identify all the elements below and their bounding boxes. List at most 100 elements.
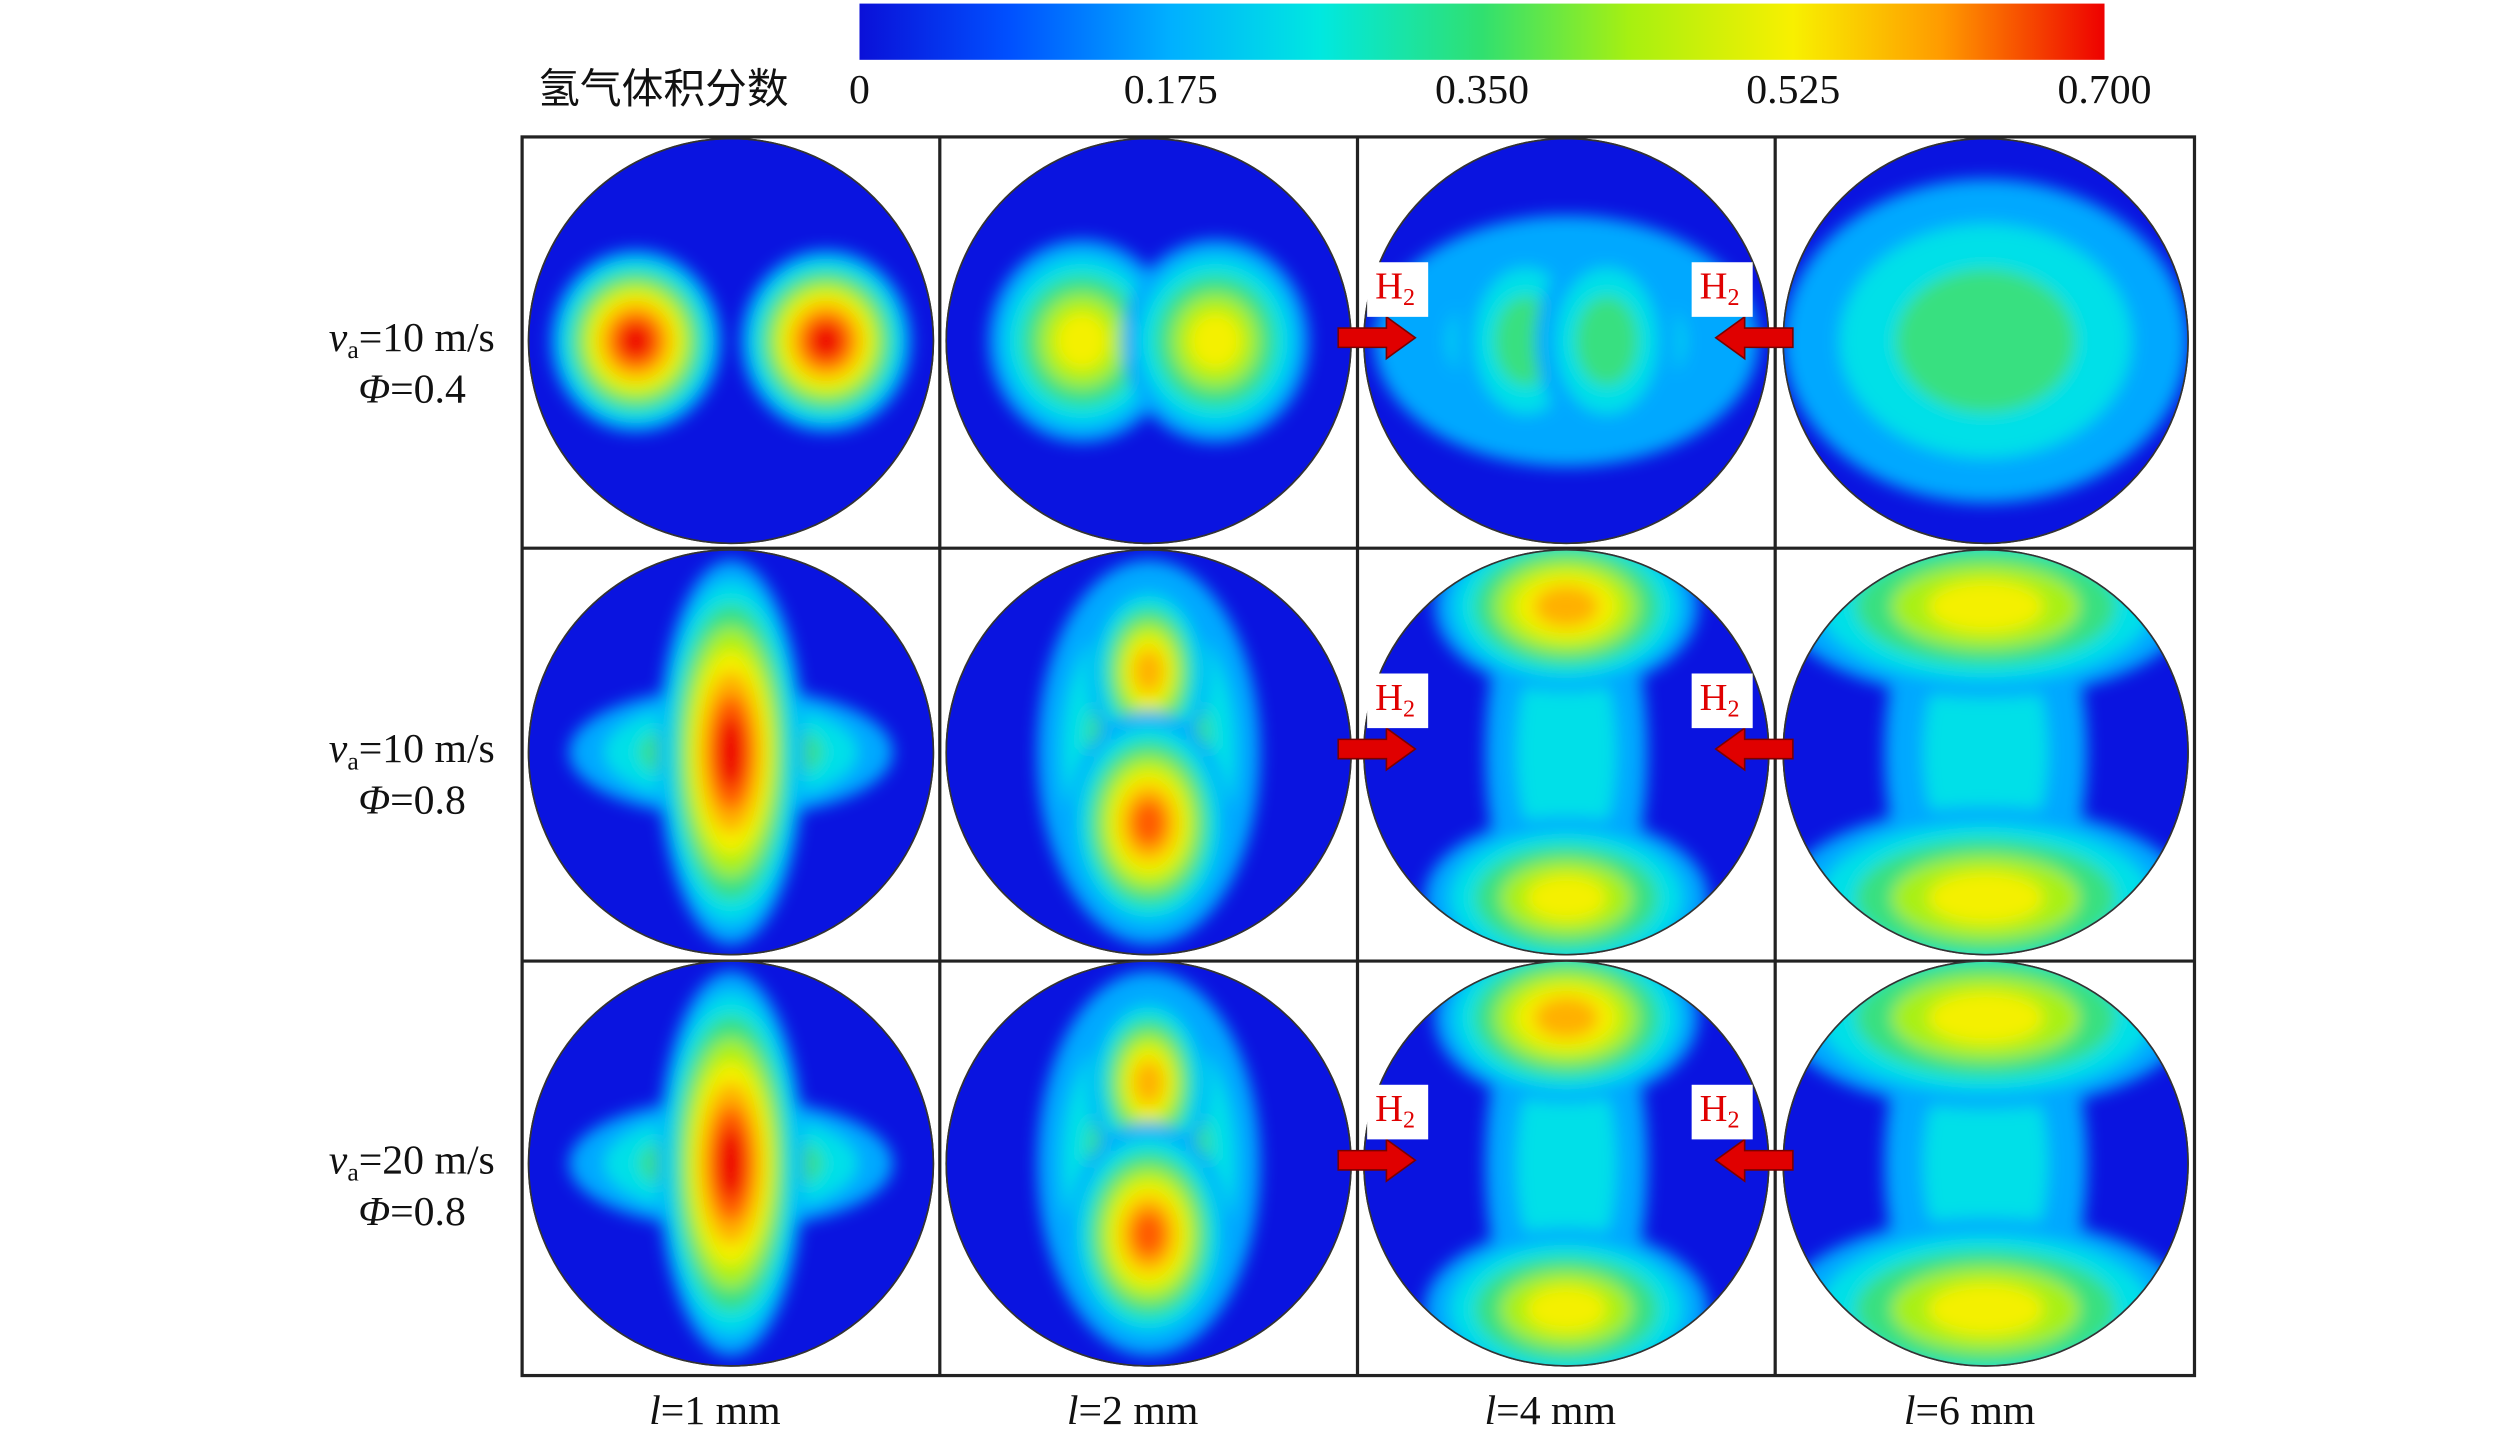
- contour-band: [1534, 585, 1599, 628]
- row-phi-symbol: Φ: [358, 366, 390, 412]
- row-speed: =10 m/s: [359, 315, 495, 361]
- contour-field: [988, 239, 1309, 443]
- row-phi: =0.8: [390, 777, 466, 823]
- contour-band: [1575, 295, 1639, 386]
- disc-outline: [527, 548, 935, 956]
- inlet-arrow: [1714, 726, 1794, 772]
- contour-band: [1055, 312, 1109, 370]
- inlet-label-box: [1691, 673, 1753, 729]
- colorbar-tick-label: 0.525: [1746, 67, 1840, 113]
- row-phi: =0.8: [390, 1188, 466, 1234]
- inlet-label: H2: [1375, 1088, 1415, 1133]
- row-label: Φ=0.8: [358, 777, 466, 823]
- inlet-arrow: [1714, 315, 1794, 361]
- row-sub: a: [347, 335, 359, 364]
- row-sub: a: [347, 746, 359, 775]
- inlet-arrow: [1337, 315, 1417, 361]
- contour-field: [550, 249, 912, 433]
- contour-band: [1131, 799, 1166, 847]
- row-var: v: [329, 315, 348, 361]
- colorbar-tick-label: 0.350: [1435, 67, 1529, 113]
- contour-band: [1927, 991, 2044, 1044]
- column-value: =6 mm: [1915, 1388, 2035, 1434]
- contour-band: [1133, 649, 1164, 694]
- grid-frame: [520, 135, 2197, 1378]
- column-var: l: [1067, 1388, 1079, 1434]
- inlet-label: H2: [1700, 1088, 1740, 1133]
- contour-band: [810, 324, 842, 358]
- colorbar-label: 氢气体积分数: [538, 67, 789, 113]
- row-label: va=10 m/s: [329, 726, 495, 776]
- colorbar-tick-label: 0.175: [1124, 67, 1218, 113]
- column-var: l: [1904, 1388, 1916, 1434]
- contour-band: [1927, 1283, 2044, 1336]
- row-label: va=10 m/s: [329, 315, 495, 365]
- contour-field: [1783, 549, 2189, 955]
- row-var: v: [329, 1137, 348, 1183]
- contour-field: [1037, 971, 1260, 1356]
- column-value: =1 mm: [661, 1388, 781, 1434]
- inlet-label: H2: [1700, 677, 1740, 722]
- contour-field: [1374, 215, 1759, 467]
- column-var: l: [1485, 1388, 1497, 1434]
- column-value: =2 mm: [1078, 1388, 1198, 1434]
- contour-field: [1424, 549, 1709, 955]
- row-var: v: [329, 726, 348, 772]
- inlet-subscript: 2: [1728, 696, 1740, 722]
- inlet-symbol: H: [1375, 677, 1403, 719]
- contour-band: [1525, 874, 1607, 922]
- contour-layers: [1037, 559, 1260, 945]
- contour-layers: [1783, 179, 2189, 503]
- column-value: =4 mm: [1496, 1388, 1616, 1434]
- contour-layers: [569, 559, 893, 945]
- colorbar-tick-label: 0.700: [2058, 67, 2152, 113]
- inlet-label-box: [1367, 262, 1429, 317]
- colorbar: [859, 3, 2105, 60]
- inlet-symbol: H: [1375, 265, 1403, 307]
- contour-layers: [550, 249, 912, 433]
- inlet-label-box: [1367, 1084, 1429, 1140]
- contour-layers: [1037, 971, 1260, 1356]
- colorbar-tick-label: 0: [849, 67, 870, 113]
- contour-band: [717, 1127, 745, 1200]
- inlet-subscript: 2: [1403, 1107, 1415, 1133]
- row-label: Φ=0.8: [358, 1188, 466, 1234]
- contour-band: [620, 324, 652, 358]
- contour-field: [569, 559, 893, 945]
- row-sub: a: [347, 1158, 359, 1187]
- column-label: l=2 mm: [1067, 1388, 1198, 1434]
- inlet-arrow: [1337, 726, 1417, 772]
- inlet-subscript: 2: [1728, 1107, 1740, 1133]
- contour-layers: [1374, 215, 1759, 467]
- inlet-symbol: H: [1700, 677, 1728, 719]
- inlet-label-box: [1691, 1084, 1753, 1140]
- contour-band: [1188, 312, 1243, 370]
- inlet-subscript: 2: [1728, 285, 1740, 311]
- inlet-label: H2: [1375, 677, 1415, 722]
- inlet-arrow: [1337, 1137, 1417, 1183]
- inlet-subscript: 2: [1403, 285, 1415, 311]
- row-label: Φ=0.4: [358, 366, 466, 412]
- contour-band: [1895, 268, 2076, 413]
- row-phi-symbol: Φ: [358, 1188, 390, 1234]
- column-label: l=4 mm: [1485, 1388, 1616, 1434]
- contour-band: [1927, 871, 2044, 924]
- contour-field: [569, 971, 893, 1356]
- contour-field: [1424, 961, 1709, 1366]
- contour-layers: [1424, 549, 1709, 955]
- inlet-subscript: 2: [1403, 696, 1415, 722]
- column-label: l=1 mm: [649, 1388, 780, 1434]
- inlet-symbol: H: [1375, 1088, 1403, 1130]
- row-speed: =10 m/s: [359, 726, 495, 772]
- row-phi-symbol: Φ: [358, 777, 390, 823]
- column-label: l=6 mm: [1904, 1388, 2035, 1434]
- contour-band: [717, 716, 745, 788]
- contour-layers: [988, 239, 1309, 443]
- contour-band: [1131, 1210, 1166, 1258]
- inlet-symbol: H: [1700, 265, 1728, 307]
- inlet-label: H2: [1375, 265, 1415, 310]
- contour-layers: [1424, 961, 1709, 1366]
- row-label: va=20 m/s: [329, 1137, 495, 1187]
- contour-layers: [569, 971, 893, 1356]
